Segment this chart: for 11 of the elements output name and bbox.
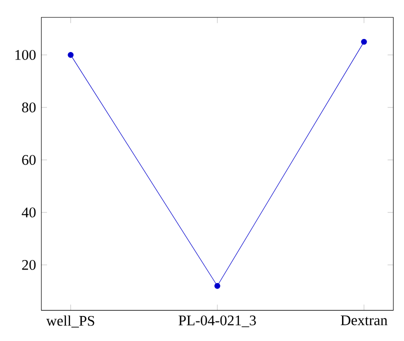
y-tick-label: 40 [22,207,36,218]
point [361,38,367,45]
x-tick-label: Dextran [340,315,388,326]
point [68,52,74,58]
y-tick-label: 20 [22,260,36,270]
y-tick-label: 100 [15,50,36,60]
point [214,282,220,289]
x-tick-label: well_PS [46,315,94,328]
x-tick-label: PL-04-021_3 [178,315,256,328]
y-tick-label: 60 [22,154,36,165]
y-tick-label: 80 [22,102,36,112]
